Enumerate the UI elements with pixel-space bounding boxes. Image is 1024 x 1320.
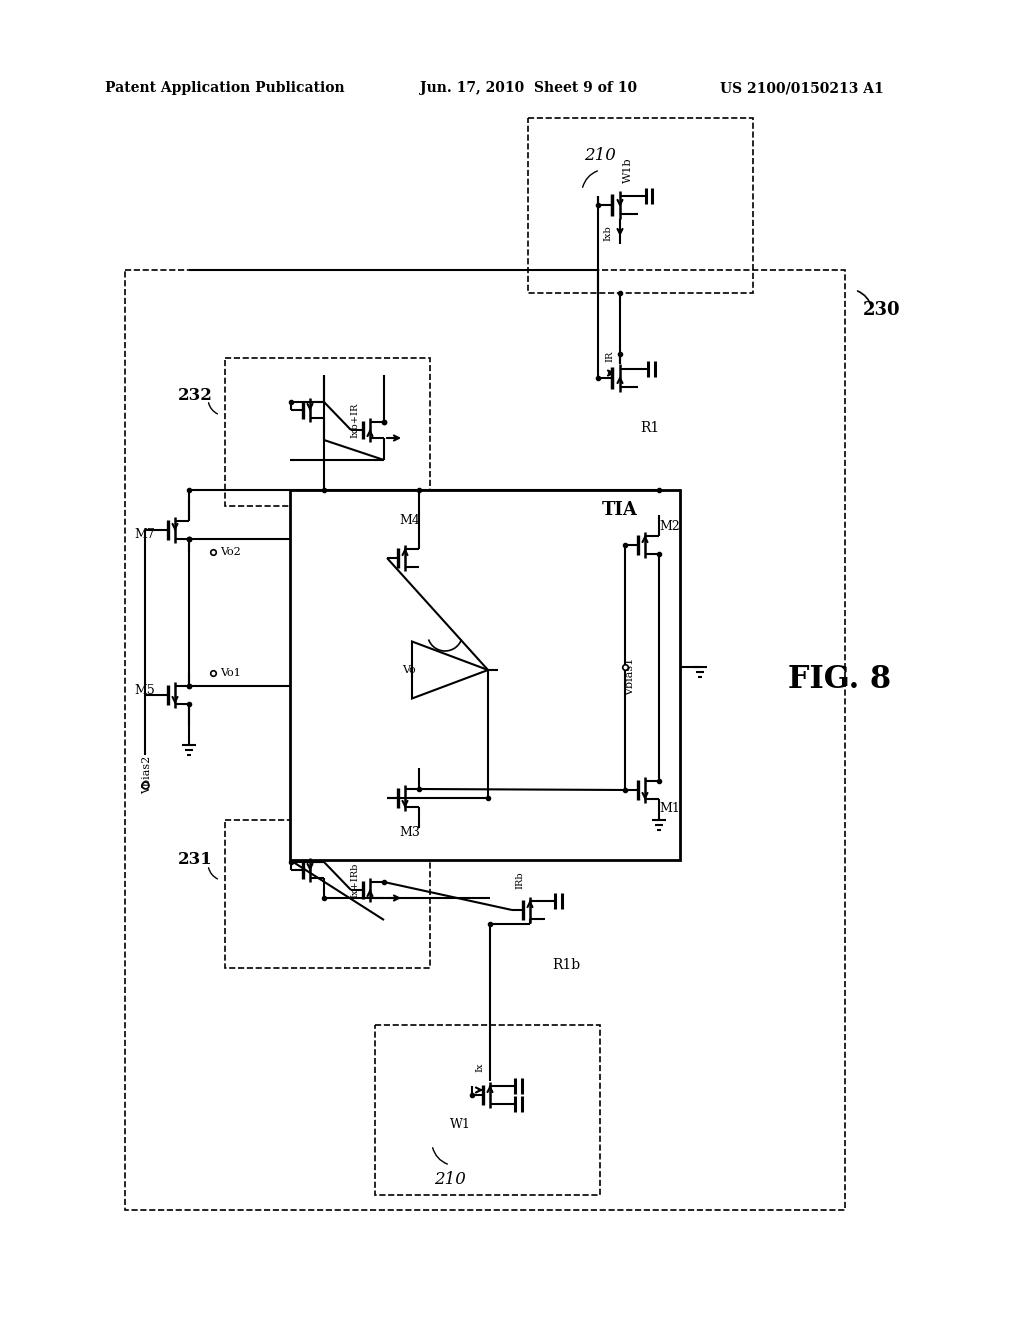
Text: M1: M1 [659, 801, 680, 814]
Text: FIG. 8: FIG. 8 [788, 664, 892, 696]
Text: Ix+IRb: Ix+IRb [350, 862, 359, 898]
Text: W1: W1 [450, 1118, 470, 1131]
Text: US 2100/0150213 A1: US 2100/0150213 A1 [720, 81, 884, 95]
Bar [225, 358, 430, 506]
Text: Jun. 17, 2010  Sheet 9 of 10: Jun. 17, 2010 Sheet 9 of 10 [420, 81, 637, 95]
Text: Patent Application Publication: Patent Application Publication [105, 81, 345, 95]
Text: 231: 231 [177, 851, 212, 869]
Text: M5: M5 [134, 684, 156, 697]
Text: R1b: R1b [552, 958, 581, 972]
Text: Vo1: Vo1 [220, 668, 241, 678]
Bar [125, 271, 845, 1210]
Text: M2: M2 [659, 520, 680, 533]
Bar [375, 1026, 600, 1195]
Text: TIA: TIA [602, 502, 638, 519]
Text: Vbias2: Vbias2 [142, 756, 152, 795]
Bar [290, 490, 680, 861]
Text: 232: 232 [177, 387, 212, 404]
Text: 230: 230 [863, 301, 901, 319]
Text: W1b: W1b [623, 157, 633, 182]
Text: M7: M7 [134, 528, 156, 541]
Text: IRb: IRb [515, 871, 524, 888]
Text: Vo2: Vo2 [220, 546, 241, 557]
Text: IR: IR [605, 350, 614, 362]
Text: Vo: Vo [402, 665, 416, 675]
Text: 210: 210 [584, 147, 616, 164]
Text: 210: 210 [434, 1172, 466, 1188]
Polygon shape [412, 642, 488, 698]
Text: M3: M3 [399, 826, 421, 840]
Text: Vbias1: Vbias1 [625, 657, 635, 696]
Text: Ixb+IR: Ixb+IR [350, 403, 359, 438]
Bar [528, 117, 753, 293]
Text: Ixb: Ixb [603, 226, 612, 240]
Text: R1: R1 [640, 421, 659, 436]
Text: M4: M4 [399, 513, 421, 527]
Bar [225, 820, 430, 968]
Text: Ix: Ix [475, 1063, 484, 1072]
